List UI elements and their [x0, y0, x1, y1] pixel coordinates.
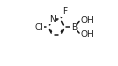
Text: Cl: Cl — [35, 23, 44, 32]
Text: F: F — [62, 7, 67, 16]
Text: OH: OH — [80, 16, 94, 25]
Text: N: N — [49, 15, 56, 24]
Text: OH: OH — [80, 30, 94, 39]
Text: B: B — [71, 23, 77, 32]
